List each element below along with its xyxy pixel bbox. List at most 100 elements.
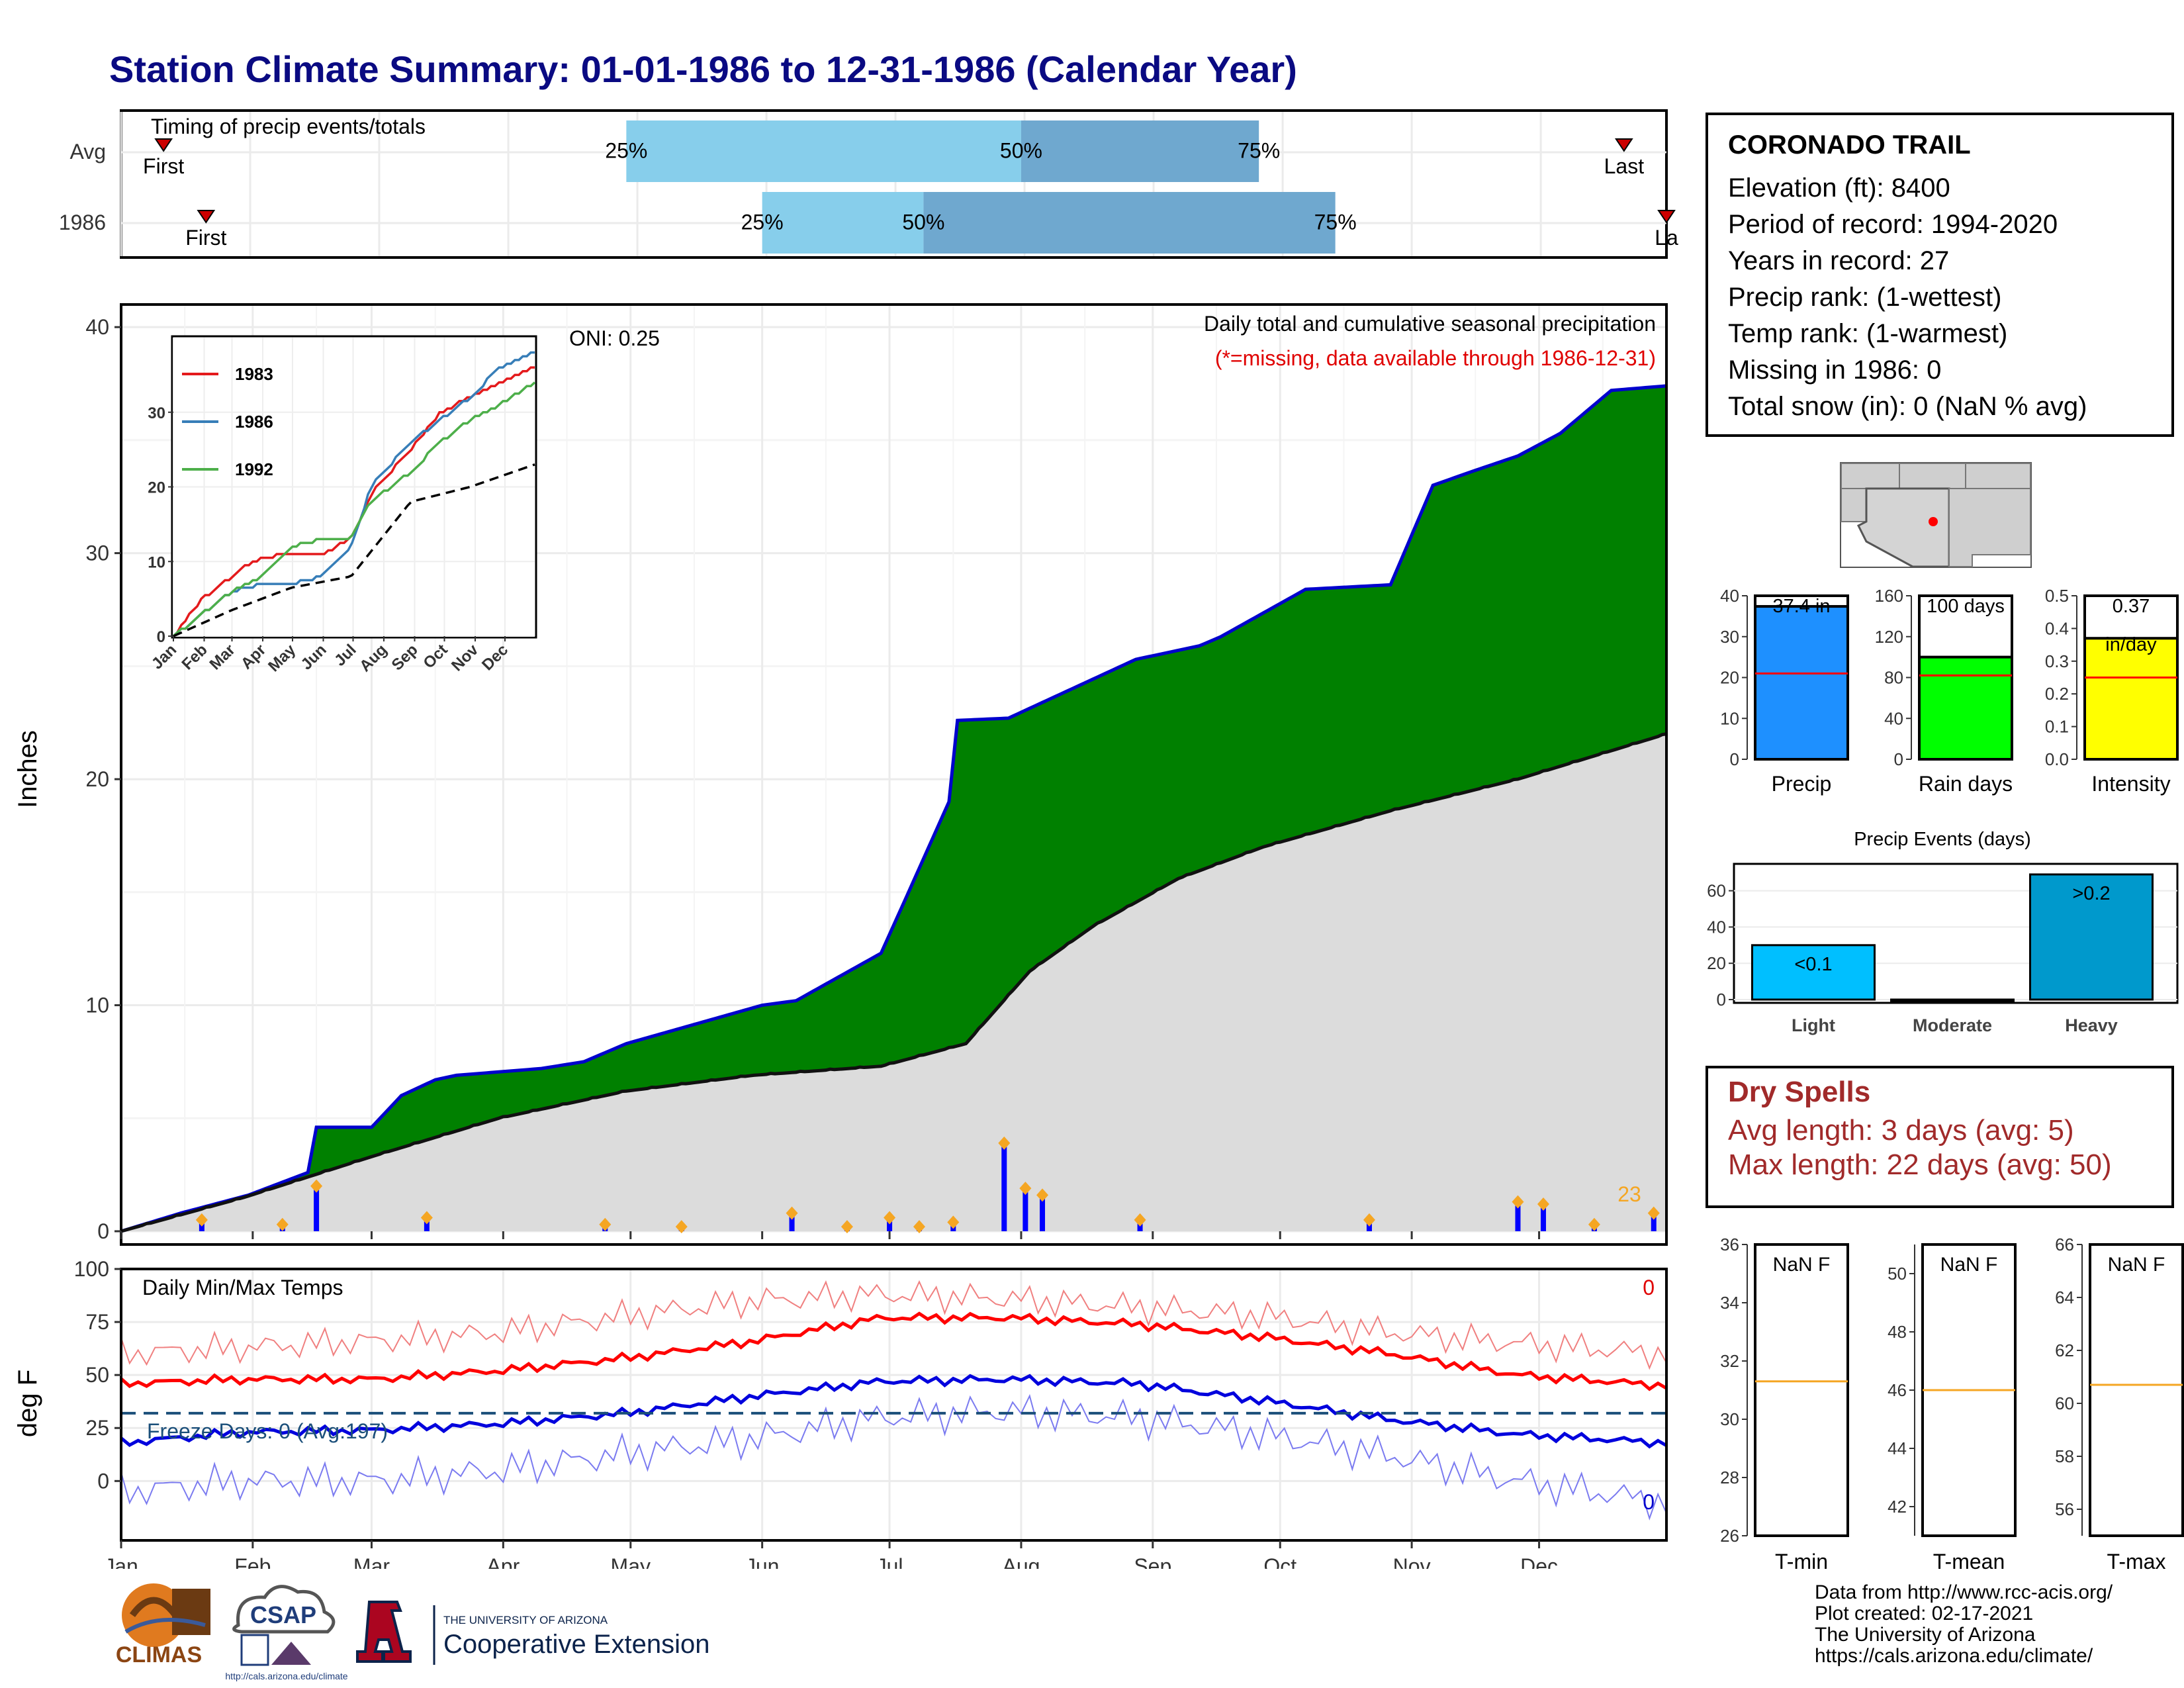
climas-logo-text: CLIMAS	[116, 1642, 202, 1667]
credits: Data from http://www.rcc-acis.org/ Plot …	[1815, 1582, 2113, 1667]
temp-summary-y-tick-label: 62	[2055, 1340, 2074, 1360]
summary-bar-label: Rain days	[1919, 772, 2013, 796]
temp-summary-label: T-min	[1775, 1550, 1828, 1573]
page-title: Station Climate Summary: 01-01-1986 to 1…	[109, 48, 1297, 90]
temps-y-axis-label: deg F	[13, 1370, 42, 1437]
month-label: Jul	[876, 1554, 903, 1569]
events-bar-moderate	[1890, 998, 2015, 1002]
events-category-label: Light	[1792, 1015, 1835, 1035]
min-count-label: 0	[1643, 1490, 1655, 1514]
month-label: Oct	[1263, 1554, 1297, 1569]
intensity-bar-chart: 0.37 in/day Intensity 0.0 0.1 0.2 0.3 0.4 0.5	[2045, 586, 2179, 796]
credit-university: The University of Arizona	[1815, 1624, 2036, 1646]
summary-y-tick-label: 40	[1884, 708, 1903, 728]
heavy-event-marker	[599, 1217, 612, 1231]
info-precip-rank: Precip rank: (1-wettest)	[1728, 283, 2002, 312]
summary-y-tick-label: 0.2	[2045, 684, 2069, 704]
temp-summary-y-tick-label: 26	[1720, 1526, 1739, 1546]
heavy-event-marker	[884, 1211, 896, 1225]
rain-days-bar-chart: 100 days Rain days 0 40 80 120 160	[1875, 586, 2013, 796]
last-event-label: Last	[1604, 154, 1645, 178]
csap-logo-text: CSAP	[250, 1601, 316, 1628]
timing-p50-label: 50%	[1000, 139, 1042, 163]
month-label: Nov	[1393, 1554, 1431, 1569]
first-event-marker	[197, 210, 216, 224]
summary-y-tick-label: 0	[1730, 749, 1739, 769]
missing-note: (*=missing, data available through 1986-…	[1215, 346, 1656, 370]
temps-y-tick-label: 50	[85, 1363, 109, 1387]
credit-website[interactable]: https://cals.arizona.edu/climate/	[1815, 1645, 2093, 1667]
temp-summary-y-tick-label: 64	[2055, 1288, 2074, 1307]
temp-summary-y-tick-label: 44	[1888, 1438, 1907, 1458]
temps-y-tick-label: 75	[85, 1310, 109, 1334]
dry-max-length: Max length: 22 days (avg: 50)	[1728, 1149, 2112, 1181]
temp-summary-y-tick-label: 48	[1888, 1322, 1907, 1342]
ua-big-text: Cooperative Extension	[443, 1630, 709, 1659]
daily-precip-bars	[195, 1136, 1660, 1234]
summary-y-tick-label: 0	[1894, 749, 1903, 769]
heavy-event-marker	[195, 1213, 208, 1227]
month-label: Sep	[1134, 1554, 1171, 1569]
summary-bar	[1754, 605, 1849, 761]
summary-bar-label: Precip	[1772, 772, 1832, 796]
temp-summary-y-tick-label: 56	[2055, 1499, 2074, 1519]
locator-map	[1840, 462, 2032, 568]
daily-precip-bar	[1001, 1143, 1007, 1231]
heavy-event-marker	[1512, 1195, 1524, 1209]
oni-label: ONI: 0.25	[569, 326, 660, 350]
climas-logo: CLIMAS	[116, 1583, 210, 1667]
first-event-label: First	[143, 154, 184, 178]
timing-p75-label: 75%	[1238, 139, 1280, 163]
month-label: Dec	[1520, 1554, 1558, 1569]
dry-spells-box: Dry Spells Avg length: 3 days (avg: 5) M…	[1706, 1066, 2174, 1208]
info-missing: Missing in 1986: 0	[1728, 355, 1942, 385]
temp-line-1986-max	[120, 1280, 1667, 1370]
summary-y-tick-label: 80	[1884, 668, 1903, 688]
heavy-event-marker	[1537, 1197, 1549, 1211]
heavy-event-marker	[1134, 1213, 1146, 1227]
month-label: Feb	[234, 1554, 271, 1569]
precip-y-tick-label: 30	[85, 541, 109, 565]
precip-y-axis-label: Inches	[13, 730, 42, 808]
inset-y-tick-label: 10	[148, 553, 165, 571]
temp-line-avg-min	[120, 1374, 1668, 1449]
temp-summary-y-tick-label: 58	[2055, 1446, 2074, 1466]
temp-summary-y-tick-label: 66	[2055, 1235, 2074, 1254]
info-years: Years in record: 27	[1728, 246, 1950, 275]
timing-row-label-avg: Avg	[69, 140, 106, 164]
average-cumulative-area	[121, 733, 1666, 1231]
summary-value-label: 0.37	[2113, 596, 2150, 617]
inset-line-1992	[172, 381, 536, 637]
month-label: Jan	[104, 1554, 138, 1569]
summary-bar-label: Intensity	[2091, 772, 2170, 796]
heavy-event-marker	[841, 1220, 853, 1234]
temp-summary-y-tick-label: 32	[1720, 1351, 1739, 1371]
inset-grid	[173, 338, 535, 637]
events-bar-label: >0.2	[2072, 883, 2110, 904]
summary-y-tick-label: 20	[1720, 668, 1739, 688]
temp-summary-panels: NaN F T-min 26 28 30 32 34 36 NaN F T-mean 42 44 46…	[1720, 1235, 2184, 1573]
heavy-event-marker	[1647, 1206, 1660, 1220]
temp-summary-y-tick-label: 30	[1720, 1409, 1739, 1429]
summary-y-tick-label: 0.0	[2045, 749, 2069, 769]
summary-bar	[1918, 655, 2013, 761]
timing-title: Timing of precip events/totals	[151, 115, 426, 138]
timing-bar-25-50	[626, 120, 1021, 182]
temp-summary-frame	[2089, 1243, 2184, 1537]
timing-p25-label: 25%	[605, 139, 647, 163]
temp-summary-y-tick-label: 36	[1720, 1235, 1739, 1254]
summary-unit-label: in/day	[2105, 634, 2157, 655]
summary-y-tick-label: 40	[1720, 586, 1739, 606]
temp-summary-y-tick-label: 42	[1888, 1497, 1907, 1517]
inset-y-tick-label: 20	[148, 479, 165, 497]
info-temp-rank: Temp rank: (1-warmest)	[1728, 319, 2008, 348]
average-cumulative-line	[120, 732, 1667, 1233]
station-location-dot	[1929, 517, 1938, 526]
temp-summary-y-tick-label: 46	[1888, 1380, 1907, 1400]
timing-row-label-year: 1986	[59, 211, 106, 234]
temps-chart: 0 25 50 75 100 Jan Feb Mar Apr May Jun Jul Aug Sep Oc…	[13, 1258, 1668, 1569]
daily-precip-bar	[887, 1217, 893, 1231]
temp-summary-y-tick-label: 28	[1720, 1468, 1739, 1487]
temps-frame	[120, 1268, 1668, 1542]
